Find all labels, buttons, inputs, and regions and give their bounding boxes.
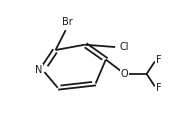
Text: F: F [156,83,162,93]
Text: Cl: Cl [120,42,129,52]
Text: N: N [35,65,42,75]
Text: O: O [121,69,129,79]
Text: Br: Br [62,17,73,27]
Text: F: F [156,55,162,65]
